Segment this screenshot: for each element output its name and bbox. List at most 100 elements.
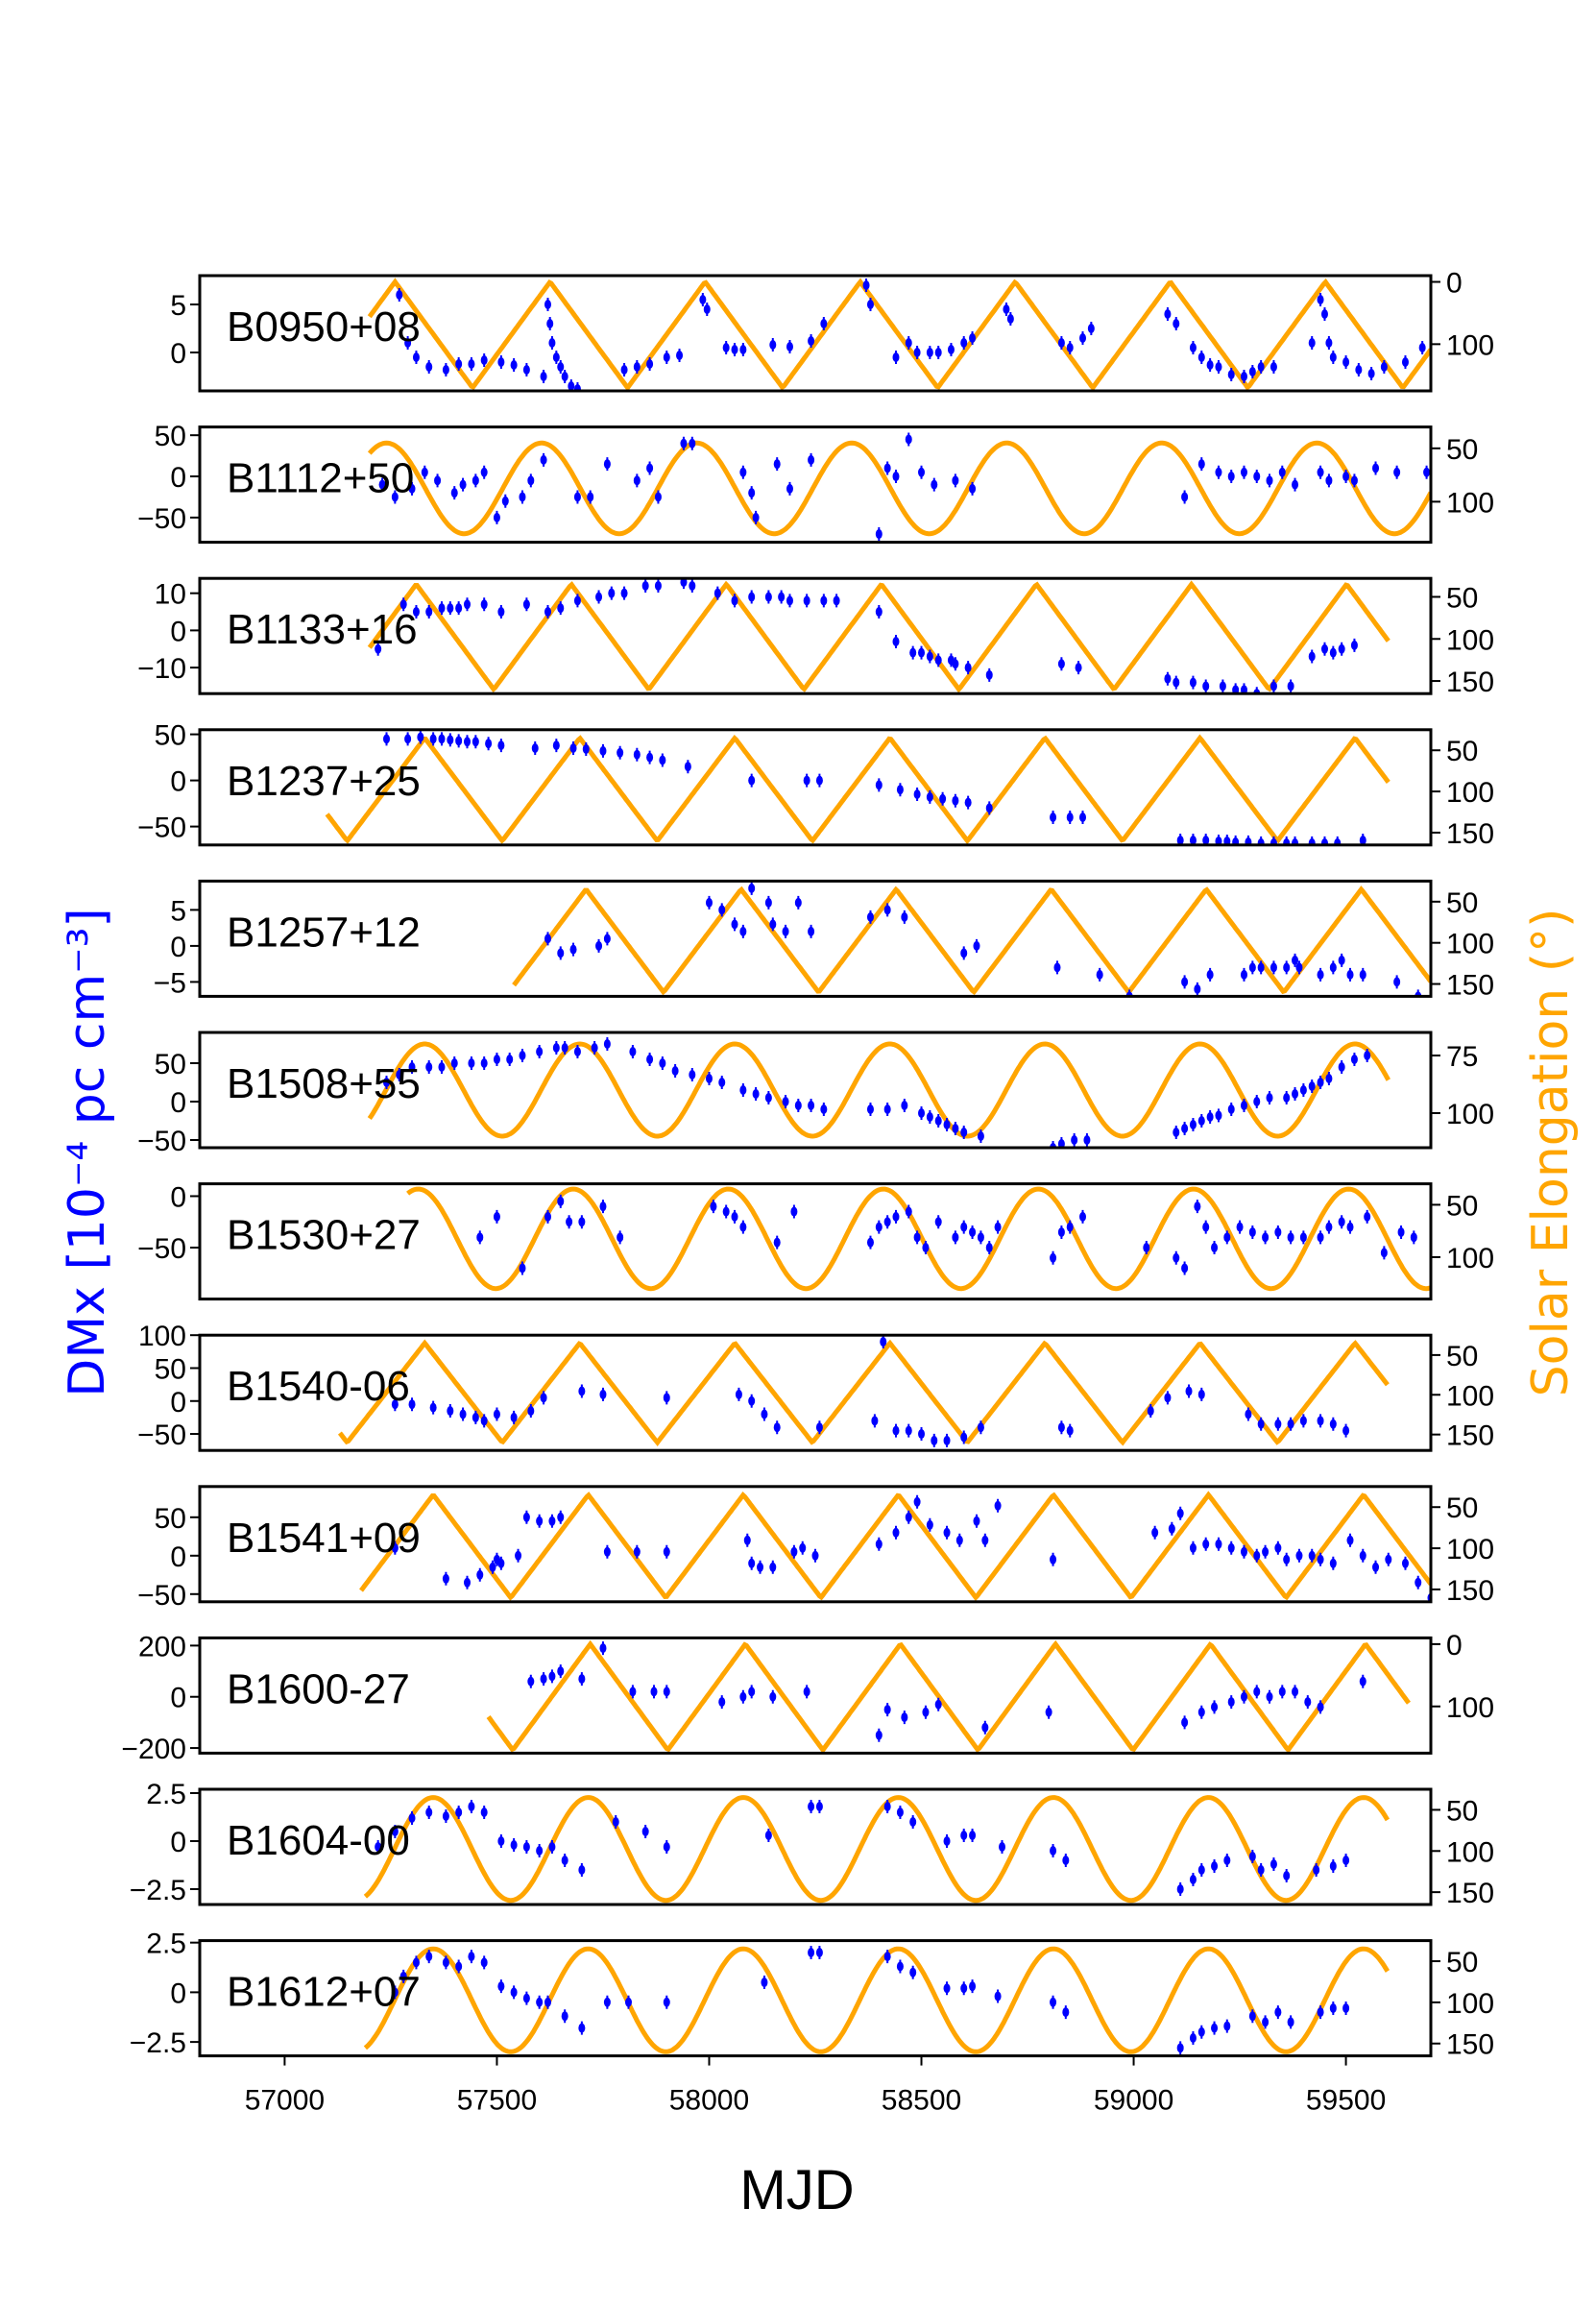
dmx-point [803,775,810,786]
dmx-point [705,1074,713,1083]
x-axis: 57000 57500 58000 58500 59000 59500 [245,2055,1386,2117]
dmx-point [985,669,993,680]
dmx-point [595,940,603,951]
dmx-point [808,926,815,936]
dmx-point [396,290,403,300]
dmx-point [803,595,810,606]
dmx-point [689,1070,696,1080]
panel-frame [198,576,1433,695]
dmx-point [811,1550,819,1561]
dmx-point [599,1201,607,1212]
right-tick-label: 100 [1446,1099,1494,1130]
dmx-point [680,578,688,588]
dmx-point [1181,1124,1189,1133]
dmx-point [1257,1865,1265,1875]
dmx-point [1317,969,1324,980]
dmx-point [794,1101,802,1110]
dmx-point [773,1237,781,1248]
dmx-point [1338,955,1345,965]
dmx-point [438,734,446,744]
dmx-point [896,1808,904,1817]
dmx-point [519,492,526,502]
dmx-point [459,479,467,490]
dmx-point [396,1070,403,1080]
dmx-point [1308,837,1316,845]
dmx-point [1079,813,1087,822]
dmx-point [1278,1686,1286,1697]
panel-frame [198,425,1433,545]
dmx-point [1350,1055,1358,1064]
dmx-point [557,1196,565,1206]
dmx-point [1215,467,1222,477]
dmx-point [1227,1104,1235,1114]
dmx-point [883,1952,891,1962]
dmx-point [1292,837,1299,845]
dmx-point [468,1802,475,1811]
dmx-point [540,1393,547,1403]
dmx-point [943,1120,951,1129]
panel-frame [198,1787,1433,1906]
dmx-point [633,1546,641,1557]
elongation-curve [367,1041,1390,1139]
pulsar-name-label: B1112+50 [227,455,414,502]
dmx-point [964,663,972,673]
dmx-point [544,607,551,618]
dmx-point [1283,837,1291,845]
panel-frame [198,1333,1433,1452]
dmx-point [493,1211,500,1222]
dmx-point [1197,352,1205,362]
dmx-point [892,352,900,362]
dmx-point [905,1425,912,1436]
right-tick-label: 100 [1446,1380,1494,1412]
dmx-point [434,475,442,486]
dmx-point [663,352,670,362]
dmx-point [375,1842,382,1852]
dmx-point [934,1217,942,1227]
left-tick-label: −50 [137,1126,186,1157]
dmx-point [1215,1539,1222,1549]
elongation-curve [363,1946,1390,2054]
dmx-point [1367,369,1375,378]
dmx-point [468,1952,475,1962]
left-tick-label: 50 [155,421,186,452]
dmx-point [383,1078,391,1087]
dmx-point [557,948,565,958]
dmx-point [1223,1856,1231,1865]
dmx-point [620,588,628,598]
dmx-point [820,1104,828,1114]
dmx-point [1283,962,1291,973]
dmx-point [883,1104,891,1114]
dmx-point [764,1093,772,1103]
dmx-point [769,1691,777,1702]
dmx-point [442,365,449,375]
dmx-point [442,1811,449,1821]
dmx-point [1066,813,1074,822]
dmx-point [969,1981,977,1992]
dmx-point [1317,1078,1324,1087]
dmx-point [1325,1074,1333,1083]
dmx-point [866,300,874,309]
dmx-point [1317,2007,1324,2018]
dmx-point [1292,479,1299,490]
dmx-point [1278,467,1286,477]
dmx-point [1329,1419,1337,1429]
dmx-point [455,603,463,614]
dmx-point [964,797,972,808]
dmx-point [833,595,840,606]
dmx-point [527,1406,535,1417]
dmx-point [896,1961,904,1972]
dmx-point [1329,647,1337,658]
dmx-point [1003,304,1010,314]
dmx-point [922,1707,930,1717]
dmx-point [790,1546,798,1557]
right-tick-label: 150 [1446,818,1494,850]
dmx-point [425,607,433,618]
right-tick-label: 150 [1446,1420,1494,1452]
dmx-point [375,643,382,654]
dmx-point [1057,1139,1065,1148]
dmx-point [892,1425,900,1436]
dmx-point [1248,962,1256,973]
dmx-point [659,1058,666,1068]
dmx-point [1299,1232,1307,1243]
dmx-point [1066,1425,1074,1436]
